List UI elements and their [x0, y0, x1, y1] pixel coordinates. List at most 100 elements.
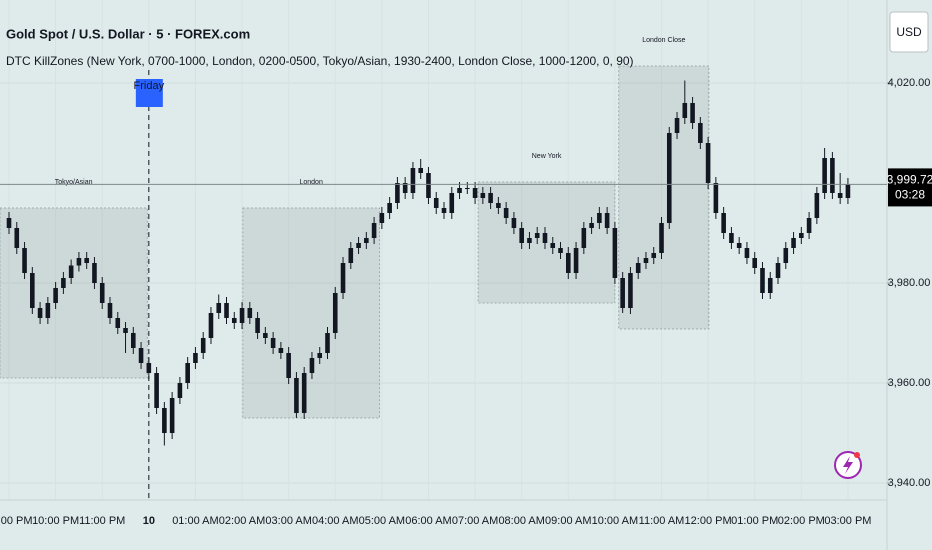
candle-body	[635, 263, 641, 273]
candle-body	[565, 253, 571, 273]
candle-body	[527, 238, 532, 243]
countdown-label: 03:28	[895, 188, 925, 202]
bolt-glyph[interactable]	[843, 456, 853, 474]
y-tick-label: 4,020.00	[888, 77, 931, 89]
candle-body	[589, 223, 594, 228]
candle-body	[441, 208, 447, 213]
candle-body	[185, 363, 190, 383]
candle-body	[830, 158, 835, 193]
day-break-label: Friday	[134, 80, 165, 92]
day-break-box	[135, 79, 163, 107]
candle-body	[534, 233, 540, 238]
candle-body	[99, 283, 105, 303]
candle-body	[558, 248, 563, 253]
x-tick-label: 09:00 AM	[545, 515, 591, 527]
bolt-icon[interactable]	[834, 451, 862, 479]
currency-label[interactable]: USD	[896, 25, 922, 39]
x-tick-label: 11:00 AM	[639, 515, 685, 527]
candle-body	[799, 233, 804, 238]
x-tick-label: 07:00 AM	[452, 515, 498, 527]
x-tick-label: 02:00 PM	[778, 515, 825, 527]
candle-body	[68, 265, 74, 278]
candle-body	[806, 218, 812, 233]
candle-body	[387, 203, 392, 213]
x-tick-label: 03:00 PM	[824, 515, 871, 527]
candle-body	[123, 328, 128, 333]
x-tick-label: 09:00 PM	[0, 515, 33, 527]
bolt-dot[interactable]	[854, 452, 860, 458]
candle-body	[752, 258, 758, 268]
candle-body	[465, 188, 470, 189]
candle-body	[690, 103, 695, 123]
x-tick-label: 06:00 AM	[405, 515, 451, 527]
candle-body	[402, 183, 408, 193]
candle-body	[791, 238, 796, 248]
candle-body	[620, 278, 625, 308]
y-tick-label: 3,940.00	[888, 477, 931, 489]
candle-body	[130, 333, 136, 348]
candle-body	[239, 308, 245, 323]
candle-body	[814, 193, 820, 218]
candle-body	[30, 273, 35, 308]
session-label: London Close	[642, 37, 685, 44]
candle-body	[472, 188, 478, 198]
candle-body	[138, 348, 144, 363]
x-tick-label: 10	[143, 515, 155, 527]
candle-body	[379, 213, 385, 223]
candle-body	[115, 318, 121, 328]
candle-body	[76, 258, 82, 266]
candle-body	[255, 318, 260, 333]
candle-body	[612, 228, 618, 278]
candle-body	[45, 303, 51, 318]
candle-body	[721, 213, 726, 233]
x-tick-label: 05:00 AM	[359, 515, 405, 527]
x-tick-label: 10:00 AM	[592, 515, 638, 527]
candle-body	[169, 398, 175, 433]
x-tick-label: 01:00 AM	[172, 515, 218, 527]
session-zone	[0, 207, 148, 379]
candle-body	[674, 118, 680, 133]
candle-body	[775, 263, 781, 278]
session-label: Tokyo/Asian	[55, 179, 93, 186]
candle-body	[200, 338, 206, 353]
candle-body	[783, 248, 789, 263]
x-tick-label: 04:00 AM	[312, 515, 358, 527]
candle-body	[301, 373, 307, 413]
candle-body	[418, 168, 424, 173]
candle-body	[231, 318, 237, 323]
candle-body	[270, 338, 276, 348]
candle-body	[480, 193, 486, 198]
session-label: London	[299, 179, 322, 186]
candle-body	[837, 193, 843, 198]
currency-box[interactable]	[889, 11, 929, 53]
candle-body	[356, 243, 361, 248]
candle-body	[573, 248, 579, 273]
chart-title: Gold Spot / U.S. Dollar · 5 · FOREX.com	[6, 26, 250, 41]
candle-body	[263, 333, 268, 338]
session-label: New York	[532, 153, 562, 160]
candle-body	[247, 308, 253, 318]
candle-body	[224, 303, 229, 318]
candle-body	[433, 198, 439, 208]
candle-body	[597, 213, 602, 223]
x-tick-label: 03:00 AM	[265, 515, 311, 527]
candle-body	[364, 238, 369, 243]
candle-body	[744, 248, 750, 258]
candle-body	[84, 258, 89, 263]
candle-body	[511, 218, 517, 228]
candle-body	[767, 278, 773, 293]
x-tick-label: 02:00 AM	[219, 515, 265, 527]
candle-body	[729, 233, 734, 243]
candle-body	[457, 188, 462, 193]
candle-body	[61, 278, 66, 288]
candle-body	[659, 223, 664, 253]
candle-body	[53, 288, 58, 303]
y-tick-label: 3,980.00	[888, 277, 931, 289]
candle-body	[332, 293, 338, 333]
candle-body	[760, 268, 765, 293]
last-price-box	[888, 168, 932, 207]
candle-body	[309, 358, 315, 373]
candle-body	[6, 218, 12, 228]
x-tick-label: 12:00 PM	[685, 515, 732, 527]
candle-body	[22, 248, 27, 273]
